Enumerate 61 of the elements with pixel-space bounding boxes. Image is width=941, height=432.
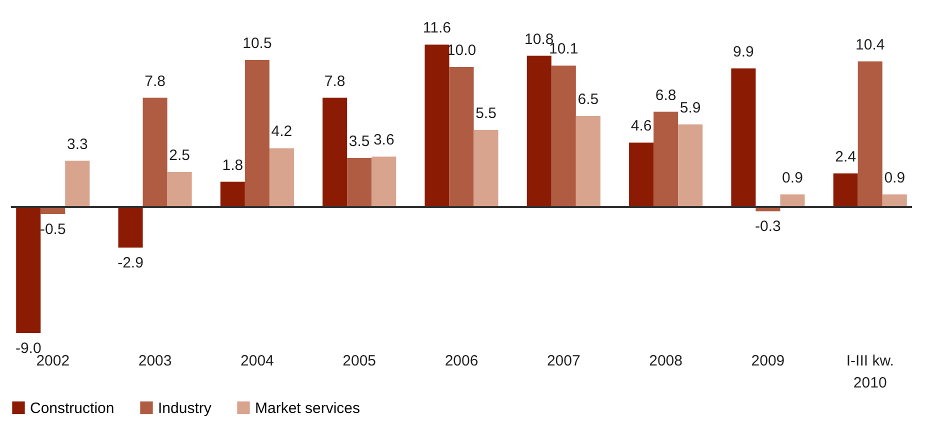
bar xyxy=(65,160,90,207)
bar xyxy=(167,172,192,207)
data-label: 1.8 xyxy=(222,156,244,174)
bar xyxy=(244,60,270,207)
data-label: 3.6 xyxy=(373,132,394,149)
data-label: 11.6 xyxy=(422,20,452,37)
data-label: 4.2 xyxy=(271,123,292,140)
data-label: 9.9 xyxy=(733,43,754,60)
data-label: 3.5 xyxy=(348,133,370,150)
data-label: 7.8 xyxy=(144,72,166,90)
data-label: 2.5 xyxy=(169,147,190,164)
data-label: 0.9 xyxy=(884,169,906,186)
data-label: 6.8 xyxy=(655,86,676,104)
bar xyxy=(882,194,907,207)
legend-label: Industry xyxy=(158,400,212,417)
bar xyxy=(40,207,66,214)
x-tick-label: 2002 xyxy=(36,352,70,370)
bar xyxy=(780,194,805,207)
bar xyxy=(322,98,348,207)
data-label: -0.3 xyxy=(755,218,781,236)
bar xyxy=(372,156,396,207)
bar xyxy=(833,173,858,207)
x-tick-label: I-III kw. 2010 xyxy=(846,352,894,392)
data-label: -2.9 xyxy=(118,254,144,272)
bar xyxy=(654,112,678,207)
bar xyxy=(220,182,245,207)
bar xyxy=(269,148,294,207)
data-label: 3.3 xyxy=(66,136,88,153)
bar xyxy=(576,116,600,207)
bar xyxy=(142,98,168,207)
data-label: 5.5 xyxy=(476,105,496,122)
x-tick-label: 2008 xyxy=(649,352,682,370)
x-tick-label: 2007 xyxy=(546,352,580,370)
x-tick-label: 2004 xyxy=(240,352,274,370)
data-label: 7.8 xyxy=(324,72,346,90)
data-label: 5.9 xyxy=(680,99,701,116)
data-label: 10.5 xyxy=(242,35,272,52)
legend-label: Market services xyxy=(255,400,360,417)
bar xyxy=(118,207,143,248)
legend-label: Construction xyxy=(30,400,114,417)
bar xyxy=(678,124,703,207)
x-tick-label: 2003 xyxy=(138,352,172,370)
bar xyxy=(551,66,576,207)
bar xyxy=(347,158,372,207)
data-label: 10.4 xyxy=(856,36,885,54)
data-label: -0.5 xyxy=(40,221,66,238)
bar xyxy=(731,68,756,207)
data-label: 2.4 xyxy=(835,148,856,166)
data-label: 0.9 xyxy=(782,169,803,186)
bar xyxy=(629,142,654,207)
x-tick-label: 2006 xyxy=(444,352,478,370)
x-tick-label: 2009 xyxy=(751,352,785,370)
bar xyxy=(16,207,41,333)
bar xyxy=(474,130,498,207)
bar xyxy=(526,56,552,207)
data-label: 4.6 xyxy=(630,118,652,135)
bar xyxy=(449,67,474,207)
x-tick-label: 2005 xyxy=(342,352,376,370)
bar xyxy=(424,44,450,207)
bar xyxy=(858,61,882,207)
data-label: 6.5 xyxy=(578,91,599,108)
